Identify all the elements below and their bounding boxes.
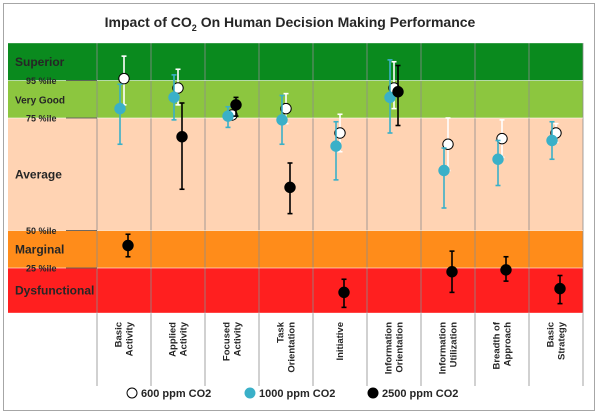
data-point [338, 286, 350, 299]
band-label: 50 %ile [26, 226, 57, 236]
category-dividers [8, 42, 584, 386]
legend-marker [367, 387, 379, 399]
category-label: Breadth of [492, 321, 503, 369]
data-point [168, 91, 180, 104]
band-label: 75 %ile [26, 114, 57, 124]
chart-title-rest: On Human Decision Making Performance [197, 14, 476, 30]
data-point [122, 239, 134, 252]
legend-label: 1000 ppm CO2 [259, 388, 335, 400]
band-dysfunctional [8, 268, 583, 313]
data-point [172, 82, 184, 94]
data-point [230, 99, 242, 111]
band-average [8, 118, 583, 231]
data-point [222, 110, 234, 122]
band-marginal [8, 230, 583, 268]
data-point [446, 266, 458, 278]
category-label: Activity [179, 321, 190, 356]
data-point [330, 140, 342, 152]
data-point [442, 138, 454, 150]
category-label: Activity [125, 321, 136, 356]
category-labels: Basic Activity Applied Activity Focused Activ… [114, 321, 568, 374]
data-series [114, 55, 566, 309]
data-point [118, 72, 130, 85]
legend: 600 ppm CO2 1000 ppm CO2 2500 ppm CO2 [126, 387, 458, 400]
category-label: Basic [114, 322, 125, 347]
band-label: 95 %ile [26, 76, 57, 86]
band-label: Superior [15, 55, 65, 69]
data-point [114, 102, 126, 115]
performance-bands [8, 43, 583, 313]
data-point [392, 86, 404, 98]
data-point [334, 127, 346, 139]
chart-title-subscript: 2 [192, 23, 197, 33]
legend-label: 600 ppm CO2 [141, 388, 211, 400]
category-label: Approach [503, 322, 514, 367]
category-label: Information [384, 322, 395, 374]
band-labels: Superior 95 %ile Very Good 75 %ile Average 50… [15, 55, 97, 298]
chart-title-main: Impact of CO [105, 14, 192, 30]
data-point [384, 91, 396, 104]
data-point [176, 131, 188, 143]
category-label: Basic [546, 322, 557, 347]
band-label: Average [15, 167, 62, 181]
category-label: Orientation [395, 322, 406, 373]
legend-marker [244, 387, 256, 399]
category-label: Strategy [557, 321, 568, 360]
band-label: Marginal [15, 242, 64, 256]
series-1000-ppm-co2 [114, 59, 558, 209]
band-label: 25 %ile [26, 264, 57, 274]
band-label: Very Good [15, 95, 65, 106]
category-label: Orientation [287, 322, 298, 373]
series-2500-ppm-co2 [122, 64, 566, 309]
data-point [280, 102, 292, 115]
category-label: Information [438, 322, 449, 374]
data-point [276, 114, 288, 126]
category-label: Task [276, 321, 287, 343]
category-label: Applied [168, 322, 179, 357]
chart-title: Impact of CO2 On Human Decision Making P… [105, 14, 476, 33]
band-very-good [8, 80, 583, 118]
data-point [438, 164, 450, 177]
band-superior [8, 43, 583, 81]
band-label: Dysfunctional [15, 284, 94, 298]
data-point [492, 153, 504, 165]
category-label: Initiative [335, 322, 346, 361]
legend-label: 2500 ppm CO2 [382, 388, 458, 400]
category-label: Focused [222, 322, 233, 361]
data-point [284, 181, 296, 194]
category-label: Utilization [449, 322, 460, 368]
data-point [500, 264, 512, 276]
legend-marker [126, 387, 138, 399]
category-label: Activity [233, 321, 244, 356]
data-point [554, 282, 566, 295]
data-point [546, 134, 558, 147]
